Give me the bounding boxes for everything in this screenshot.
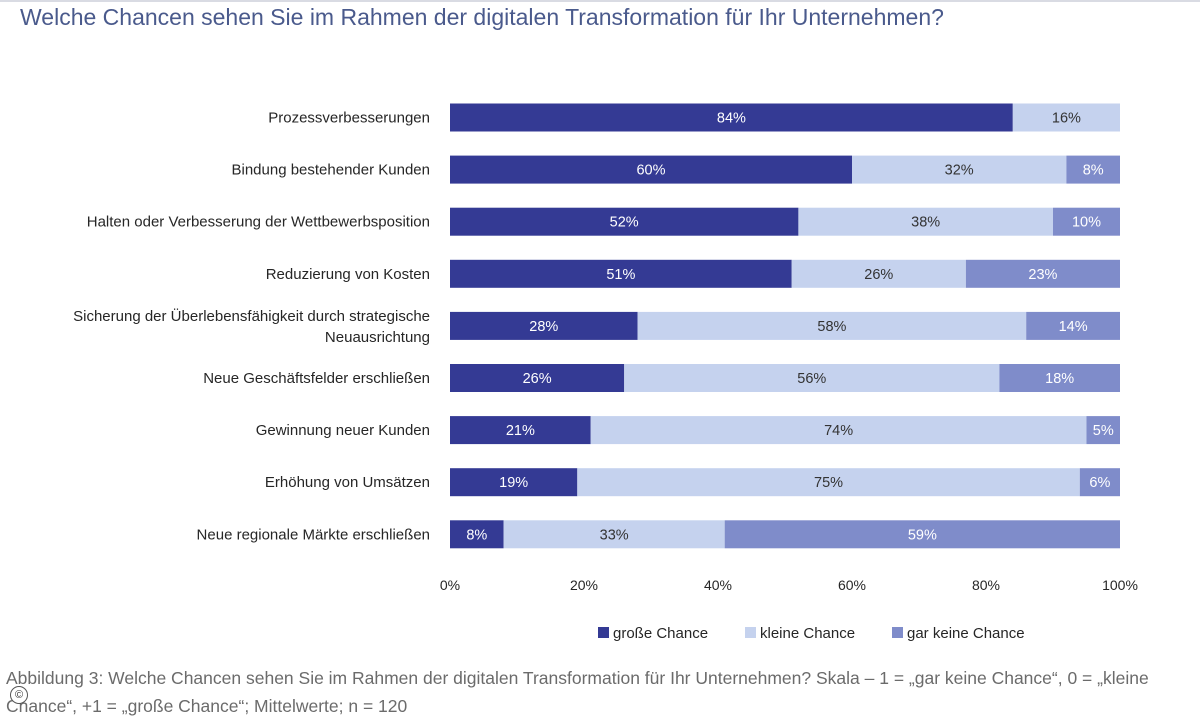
bar-segment [965, 259, 1120, 288]
category-label: Halten oder Verbesserung der Wettbewerbs… [87, 214, 430, 231]
bar-segment [1066, 155, 1120, 184]
category-label: Erhöhung von Umsätzen [265, 474, 430, 491]
data-label: 18% [1045, 371, 1074, 387]
data-label: 74% [824, 423, 853, 439]
x-tick-label: 0% [440, 577, 460, 593]
bar-segment [1053, 207, 1120, 236]
bar-segment [577, 468, 1080, 497]
category-label: Neue Geschäftsfelder erschließen [203, 370, 430, 387]
category-label: Neue regionale Märkte erschließen [197, 526, 430, 543]
bar-segment [450, 468, 578, 497]
data-label: 38% [911, 215, 940, 231]
data-label: 28% [529, 319, 558, 335]
data-label: 51% [606, 267, 635, 283]
category-label-line: Neuausrichtung [325, 329, 430, 346]
legend-swatch [892, 627, 903, 638]
legend-label: gar keine Chance [907, 625, 1025, 642]
figure-caption: Abbildung 3: Welche Chancen sehen Sie im… [6, 668, 1149, 716]
data-label: 26% [864, 267, 893, 283]
x-tick-label: 60% [838, 577, 866, 593]
data-label: 84% [717, 111, 746, 127]
category-label: Prozessverbesserungen [268, 110, 430, 127]
data-label: 59% [908, 527, 937, 543]
bar-segment [624, 364, 1000, 392]
bar-segment [1026, 311, 1120, 340]
stacked-bar-chart: Prozessverbesserungen 84% 16% Bindung beste… [73, 103, 1138, 642]
data-label: 60% [636, 163, 665, 179]
data-label: 19% [499, 475, 528, 491]
bar-segment [450, 259, 792, 288]
data-label: 58% [817, 319, 846, 335]
bar-segment [450, 311, 638, 340]
legend-swatch [598, 627, 609, 638]
data-label: 26% [523, 371, 552, 387]
bar-segment [852, 155, 1067, 184]
data-label: 16% [1052, 111, 1081, 127]
bar-segment [450, 364, 625, 392]
category-label-line: Sicherung der Überlebensfähigkeit durch … [73, 307, 430, 325]
bar-segment [450, 416, 591, 445]
bar-segment [1012, 103, 1120, 132]
category-label: Gewinnung neuer Kunden [256, 422, 430, 439]
bar-segment [1086, 416, 1120, 445]
data-label: 52% [610, 215, 639, 231]
bar-segment [724, 520, 1120, 549]
category-label: Reduzierung von Kosten [266, 266, 430, 283]
bar-segment [450, 103, 1013, 132]
bar-segment [637, 311, 1027, 340]
x-tick-label: 20% [570, 577, 598, 593]
category-label: Sicherung der Überlebensfähigkeit durch … [73, 307, 430, 346]
bar-segment [590, 416, 1087, 445]
bar-segment [791, 259, 966, 288]
bar-segment [450, 155, 852, 184]
data-label: 75% [814, 475, 843, 491]
category-label: Bindung bestehender Kunden [231, 162, 430, 179]
data-label: 5% [1093, 423, 1114, 439]
bar-segment [503, 520, 725, 549]
data-label: 56% [797, 371, 826, 387]
chart-title: Welche Chancen sehen Sie im Rahmen der d… [20, 4, 944, 30]
data-label: 8% [466, 527, 487, 543]
data-label: 8% [1083, 163, 1104, 179]
bar-segment [450, 207, 799, 236]
bar-segment [999, 364, 1120, 392]
copyright-icon: © [10, 686, 28, 704]
data-label: 32% [945, 163, 974, 179]
bar-segment [1079, 468, 1120, 497]
data-label: 14% [1059, 319, 1088, 335]
data-label: 33% [600, 527, 629, 543]
top-divider [0, 0, 1200, 2]
data-label: 6% [1089, 475, 1110, 491]
bar-segment [450, 520, 504, 549]
data-label: 10% [1072, 215, 1101, 231]
legend-label: kleine Chance [760, 625, 855, 642]
legend-swatch [745, 627, 756, 638]
legend-label: große Chance [613, 625, 708, 642]
data-label: 21% [506, 423, 535, 439]
x-tick-label: 80% [972, 577, 1000, 593]
x-tick-label: 100% [1102, 577, 1138, 593]
bar-segment [798, 207, 1053, 236]
x-tick-label: 40% [704, 577, 732, 593]
data-label: 23% [1028, 267, 1057, 283]
